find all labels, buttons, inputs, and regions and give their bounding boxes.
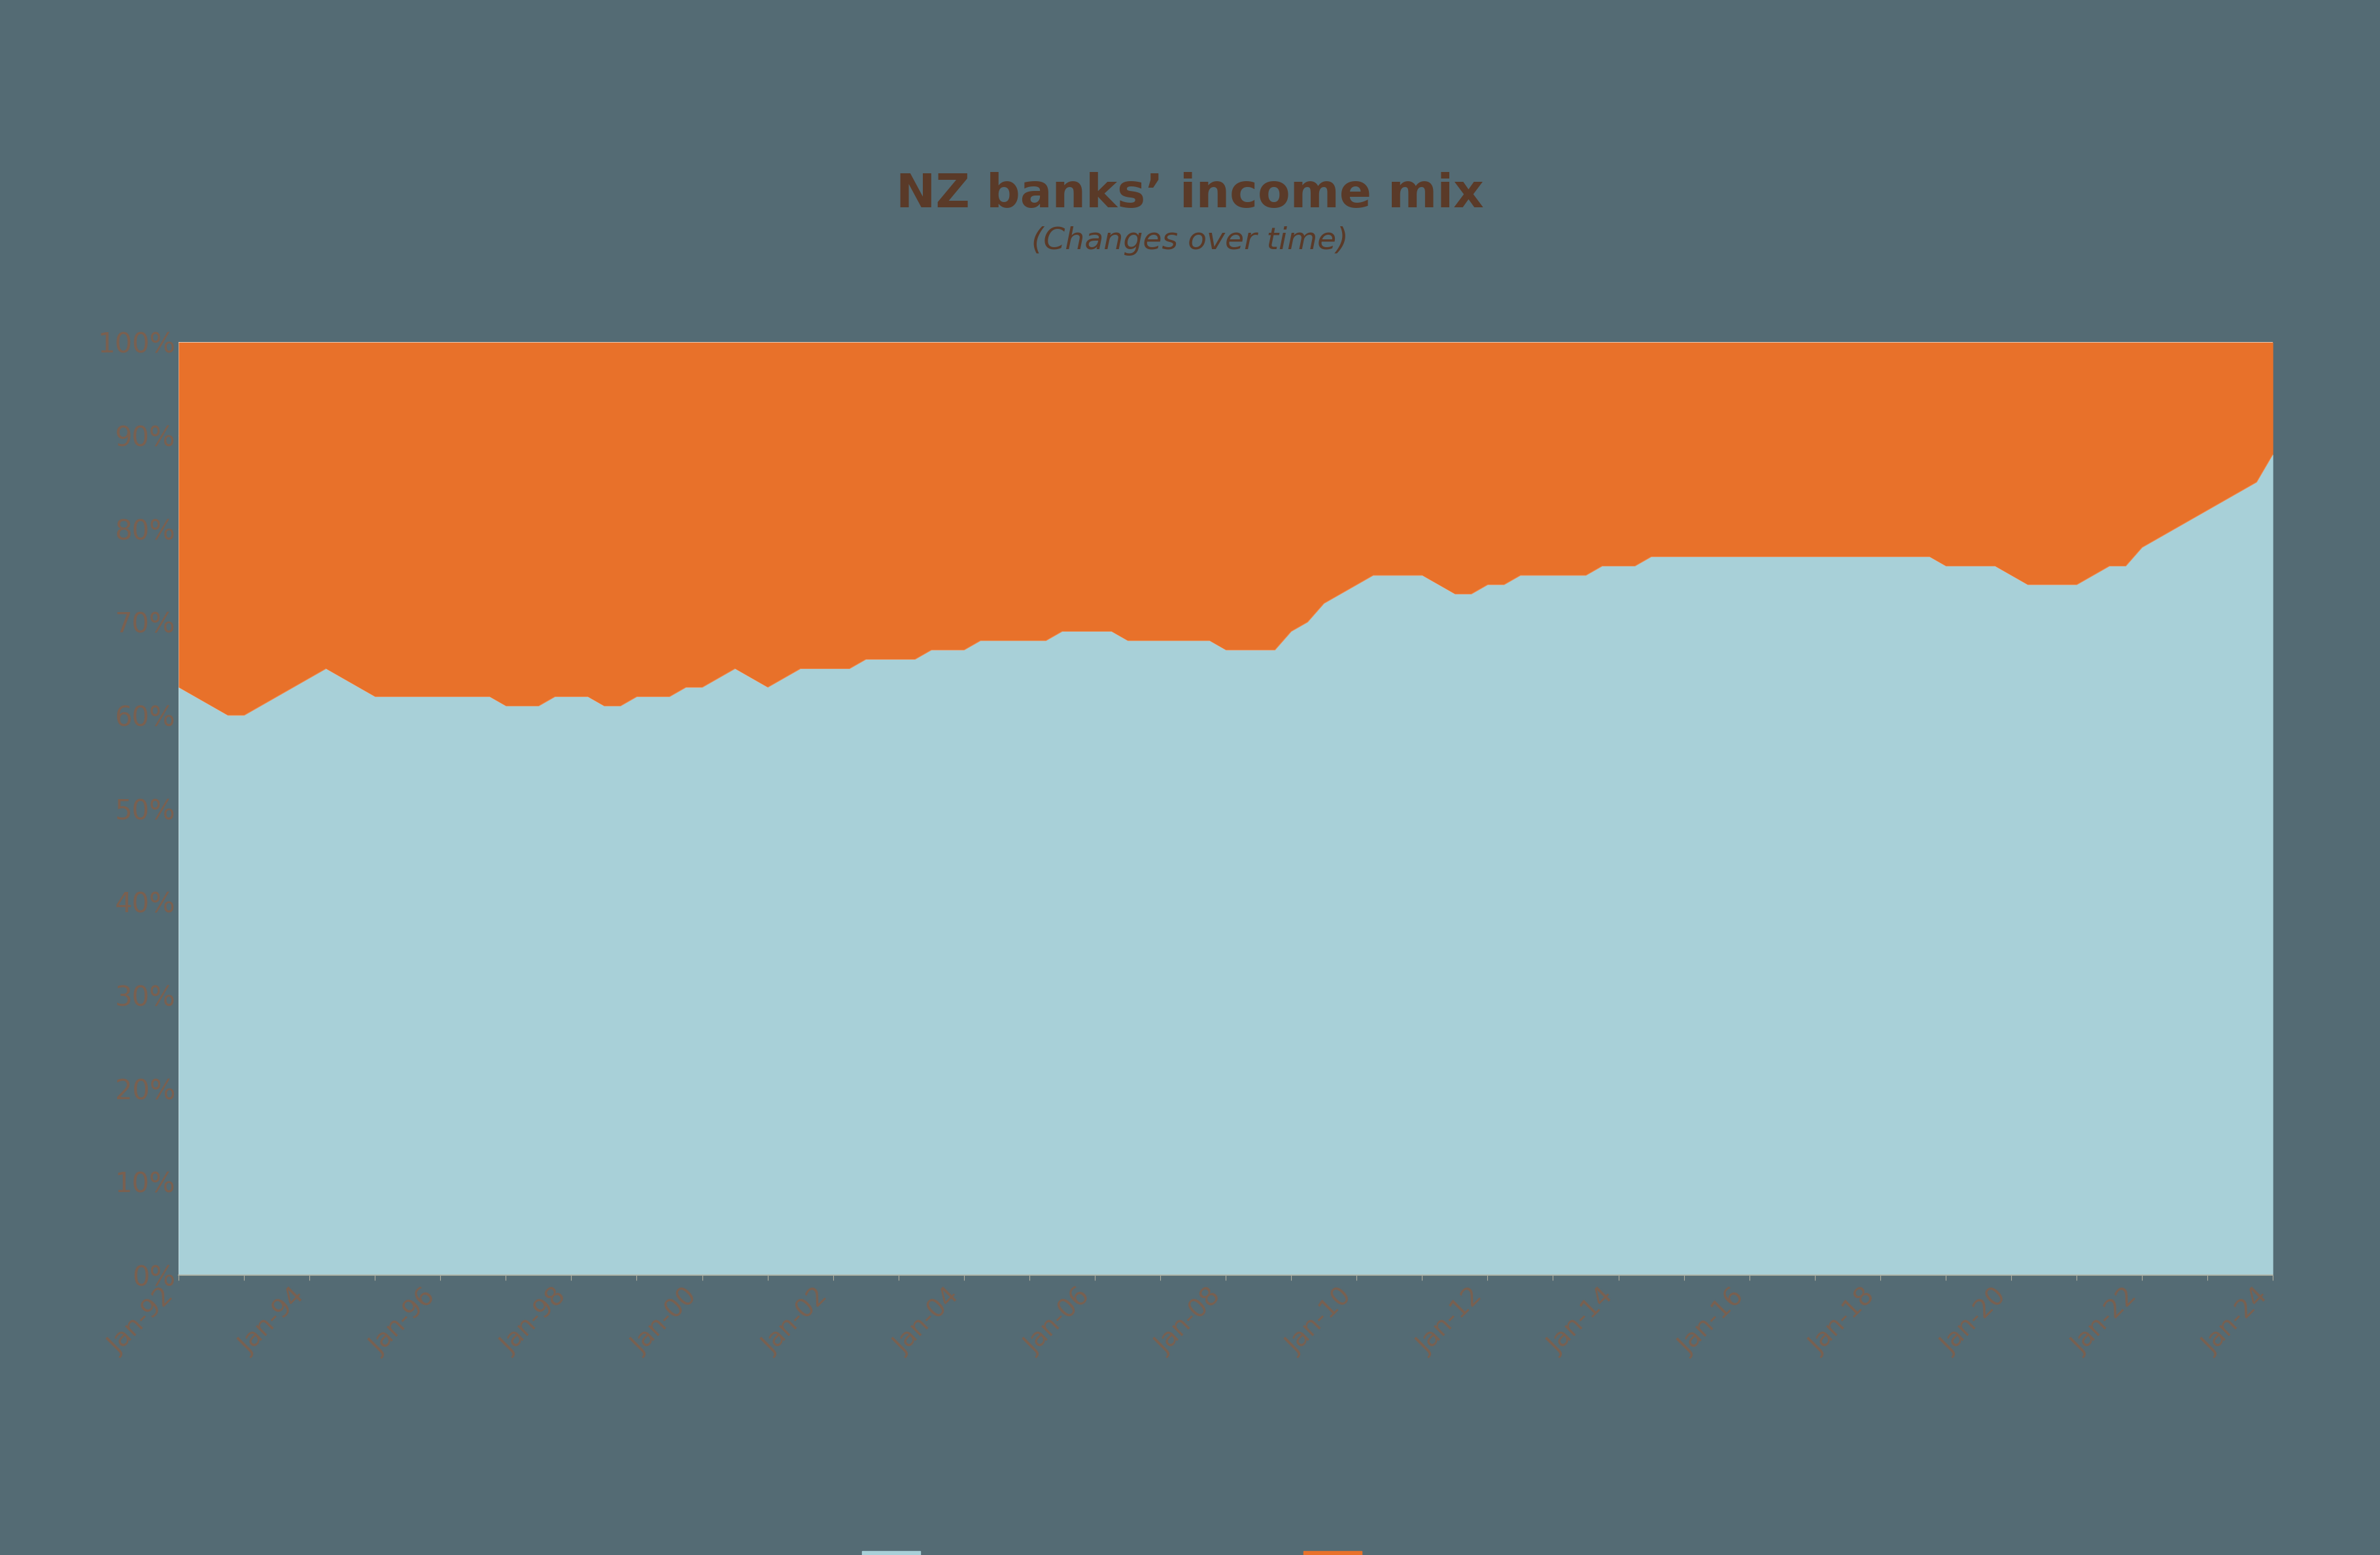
Text: (Changes over time): (Changes over time) (1031, 227, 1349, 255)
Text: NZ banks’ income mix: NZ banks’ income mix (897, 171, 1483, 218)
Legend: Net Interest Margin, Other income: Net Interest Margin, Other income (850, 1539, 1602, 1555)
